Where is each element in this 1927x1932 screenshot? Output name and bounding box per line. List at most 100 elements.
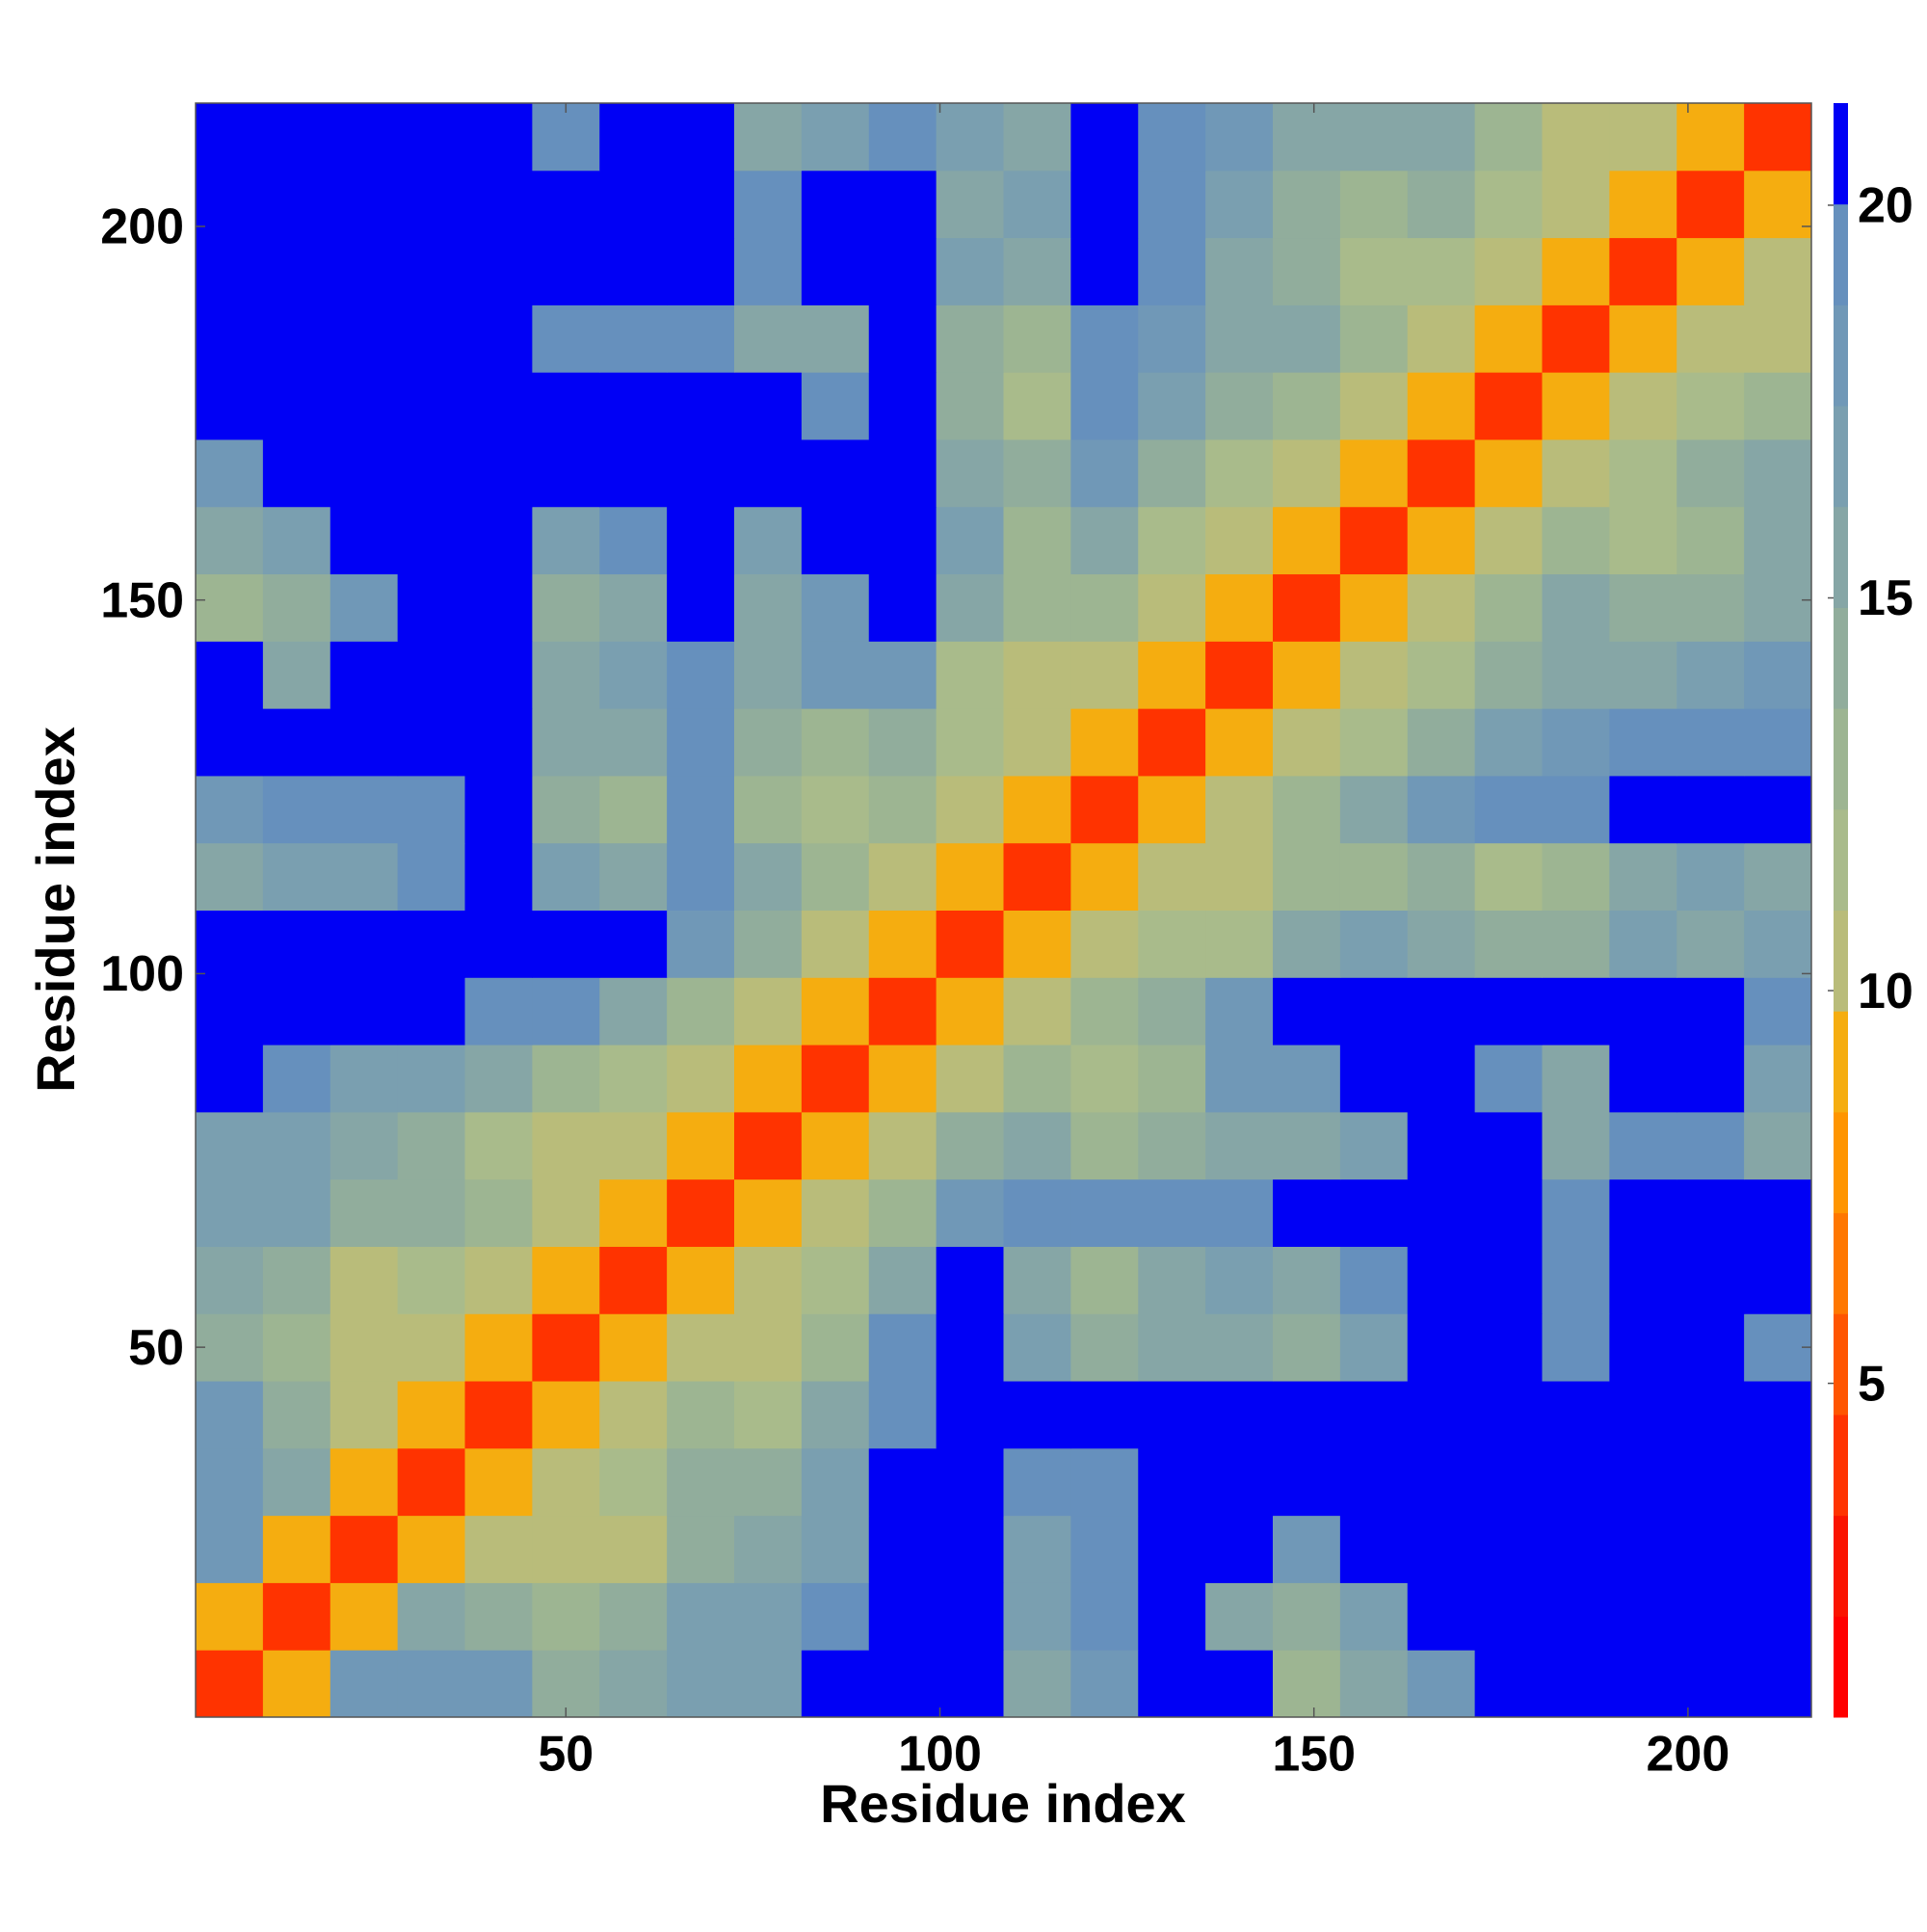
heatmap-cell (936, 372, 1004, 440)
heatmap-cell (397, 1381, 465, 1449)
heatmap-cell (397, 1246, 465, 1314)
heatmap-cell (599, 1515, 668, 1583)
colorbar-segment (1834, 1011, 1848, 1113)
heatmap-cell (532, 842, 600, 911)
heatmap-cell (196, 438, 264, 508)
heatmap-cell (196, 1178, 264, 1247)
heatmap-cell (1070, 1447, 1139, 1517)
heatmap-cell (1542, 237, 1610, 305)
heatmap-cell (1744, 372, 1812, 440)
heatmap-cell (1205, 237, 1274, 305)
heatmap-cell (262, 1582, 331, 1651)
heatmap-cell (801, 1582, 870, 1651)
heatmap-cell (464, 103, 533, 172)
heatmap-cell (599, 910, 668, 978)
heatmap-cell (1744, 1045, 1812, 1113)
heatmap-cell (532, 1045, 600, 1113)
heatmap-cell (1205, 372, 1274, 440)
heatmap-cell (801, 1111, 870, 1180)
heatmap-cell (397, 438, 465, 508)
heatmap-cell (330, 1111, 399, 1180)
heatmap-cell (397, 1178, 465, 1247)
heatmap-cell (532, 708, 600, 777)
heatmap-cell (1609, 1111, 1677, 1180)
heatmap-cell (1339, 910, 1409, 978)
colorbar-segment (1834, 203, 1848, 305)
heatmap-cell (397, 1515, 465, 1583)
heatmap-cell (1609, 1178, 1677, 1247)
heatmap-cell (1542, 103, 1610, 172)
heatmap-cell (464, 1246, 533, 1314)
heatmap-cell (936, 977, 1004, 1045)
heatmap-cell (1205, 775, 1274, 844)
heatmap-cell (936, 1178, 1004, 1247)
heatmap-cell (1676, 977, 1745, 1045)
heatmap-cell (1339, 775, 1409, 844)
heatmap-cell (1273, 372, 1341, 440)
heatmap-cell (330, 842, 399, 911)
heatmap-cell (734, 304, 803, 373)
colorbar-segment (1834, 1111, 1848, 1214)
heatmap-cell (1676, 1650, 1745, 1718)
heatmap-cell (1070, 506, 1139, 575)
heatmap-cell (936, 103, 1004, 172)
colorbar-tick-label: 15 (1858, 570, 1914, 626)
heatmap-cell (1744, 170, 1812, 239)
heatmap-cell (801, 1246, 870, 1314)
heatmap-cell (936, 1381, 1004, 1449)
heatmap-cell (330, 977, 399, 1045)
heatmap-cell (868, 506, 937, 575)
heatmap-cell (1273, 842, 1341, 911)
heatmap-cell (1273, 1381, 1341, 1449)
heatmap-cell (1003, 842, 1071, 911)
heatmap-cell (1138, 1447, 1206, 1517)
heatmap-cell (667, 1313, 735, 1382)
heatmap-cell (1070, 170, 1139, 239)
heatmap-cell (1474, 573, 1543, 642)
heatmap-cell (1138, 1313, 1206, 1382)
heatmap-cell (1339, 372, 1409, 440)
colorbar-segment (1834, 607, 1848, 709)
heatmap-cell (196, 506, 264, 575)
heatmap-cell (1542, 708, 1610, 777)
heatmap-cell (464, 372, 533, 440)
heatmap-cell (464, 1447, 533, 1517)
heatmap-cell (1339, 708, 1409, 777)
heatmap-cell (330, 170, 399, 239)
heatmap-cell (801, 372, 870, 440)
heatmap-cell (196, 1111, 264, 1180)
heatmap-cell (532, 977, 600, 1045)
heatmap-cell (330, 506, 399, 575)
heatmap-cell (599, 641, 668, 709)
heatmap-cell (1744, 506, 1812, 575)
heatmap-cell (1003, 1178, 1071, 1247)
heatmap-cell (1138, 1381, 1206, 1449)
heatmap-cell (868, 237, 937, 305)
heatmap-cell (1138, 1582, 1206, 1651)
heatmap-cell (599, 1246, 668, 1314)
heatmap-cell (532, 573, 600, 642)
heatmap-cell (1339, 1178, 1409, 1247)
heatmap-cell (196, 977, 264, 1045)
heatmap-cell (1205, 170, 1274, 239)
heatmap-cell (936, 573, 1004, 642)
heatmap-cell (1474, 237, 1543, 305)
colorbar-segment (1834, 1515, 1848, 1617)
heatmap-cell (1138, 372, 1206, 440)
heatmap-cell (734, 1313, 803, 1382)
heatmap-cell (936, 506, 1004, 575)
heatmap-cell (1744, 1582, 1812, 1651)
heatmap-cell (868, 1650, 937, 1718)
heatmap-cell (196, 1447, 264, 1517)
x-tick-label: 200 (1647, 1727, 1730, 1783)
heatmap-cell (868, 170, 937, 239)
heatmap-cell (1474, 1178, 1543, 1247)
heatmap-cell (734, 1515, 803, 1583)
heatmap-cell (667, 372, 735, 440)
heatmap-cell (262, 1381, 331, 1449)
colorbar-segment (1834, 1414, 1848, 1517)
heatmap-cell (1542, 1313, 1610, 1382)
heatmap-cell (196, 304, 264, 373)
heatmap-cell (464, 438, 533, 508)
colorbar-segment (1834, 808, 1848, 911)
